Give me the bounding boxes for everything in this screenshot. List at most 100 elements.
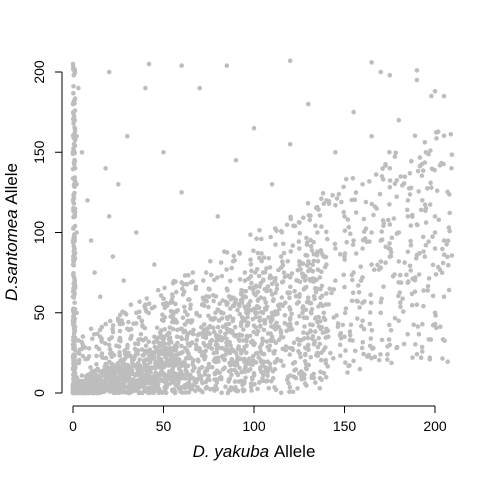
data-point	[242, 344, 247, 350]
data-point	[281, 241, 286, 247]
data-point	[251, 291, 257, 296]
data-point	[430, 262, 436, 268]
data-point	[214, 346, 220, 352]
data-point	[227, 376, 233, 382]
data-point	[152, 349, 157, 355]
data-point	[441, 93, 447, 99]
data-point	[423, 206, 429, 211]
data-point	[79, 373, 85, 378]
data-point	[355, 316, 360, 321]
data-point	[201, 327, 207, 333]
data-point	[361, 351, 366, 357]
data-point	[432, 321, 438, 327]
data-point	[217, 370, 222, 375]
data-point	[421, 249, 426, 254]
data-point	[113, 364, 118, 369]
data-point	[237, 277, 243, 282]
data-point	[368, 300, 374, 306]
data-point	[208, 339, 213, 344]
data-point	[302, 324, 307, 329]
data-point	[152, 262, 157, 267]
data-point	[389, 235, 395, 241]
data-point	[367, 239, 372, 244]
data-point	[430, 234, 435, 239]
data-point	[97, 334, 103, 340]
data-point	[432, 310, 438, 316]
data-point	[415, 324, 421, 329]
data-point	[448, 132, 454, 137]
data-point	[109, 354, 114, 360]
data-point	[139, 390, 145, 396]
data-point	[254, 236, 259, 241]
data-point	[333, 278, 338, 283]
data-point	[250, 287, 256, 293]
data-point	[249, 268, 254, 274]
data-point	[164, 351, 169, 356]
data-point	[72, 175, 78, 180]
data-point	[206, 361, 212, 367]
data-point	[440, 246, 445, 252]
data-point	[211, 298, 216, 304]
data-point	[430, 293, 436, 299]
data-point	[441, 161, 446, 167]
data-point	[398, 174, 404, 179]
data-point	[294, 320, 300, 326]
data-point	[405, 280, 411, 286]
data-point	[188, 306, 193, 311]
data-point	[94, 390, 100, 396]
data-point	[258, 358, 264, 363]
data-point	[219, 390, 224, 396]
data-point	[158, 328, 164, 333]
data-point	[394, 194, 400, 199]
data-point	[72, 223, 78, 229]
data-point	[235, 372, 241, 378]
data-point	[446, 262, 451, 268]
data-point	[387, 342, 393, 348]
data-point	[101, 387, 106, 393]
data-point	[446, 287, 452, 293]
data-point	[337, 332, 343, 338]
data-point	[419, 173, 425, 178]
data-point	[183, 376, 188, 381]
data-point	[297, 230, 303, 236]
data-point	[71, 334, 76, 340]
data-point	[223, 331, 228, 337]
y-tick-label: 200	[31, 60, 47, 84]
data-point	[348, 322, 354, 328]
data-point	[80, 334, 86, 339]
data-point	[194, 337, 200, 343]
data-point	[396, 280, 401, 285]
data-point	[97, 381, 102, 387]
data-point	[151, 340, 156, 345]
data-point	[405, 207, 410, 213]
data-point	[340, 322, 346, 328]
data-point	[129, 367, 135, 373]
data-point	[273, 290, 278, 296]
x-tick-label: 0	[69, 418, 77, 434]
data-point	[389, 360, 394, 366]
data-point	[120, 384, 125, 390]
data-point	[176, 386, 182, 391]
data-point	[72, 206, 78, 212]
data-point	[305, 331, 310, 336]
data-point	[410, 212, 415, 218]
data-point	[168, 314, 173, 319]
data-point	[435, 129, 441, 134]
data-point	[343, 176, 349, 182]
data-point	[185, 312, 190, 318]
data-point	[268, 234, 274, 240]
data-point	[308, 244, 314, 249]
data-point	[202, 372, 208, 377]
data-point	[386, 337, 392, 342]
data-point	[70, 294, 76, 300]
data-point	[373, 172, 379, 177]
data-point	[158, 357, 164, 362]
data-point	[241, 327, 246, 332]
data-point	[335, 324, 341, 330]
data-point	[247, 356, 252, 362]
data-point	[309, 311, 314, 316]
data-point	[136, 390, 142, 396]
data-point	[103, 321, 108, 327]
data-point	[97, 387, 103, 393]
data-point	[407, 171, 413, 176]
